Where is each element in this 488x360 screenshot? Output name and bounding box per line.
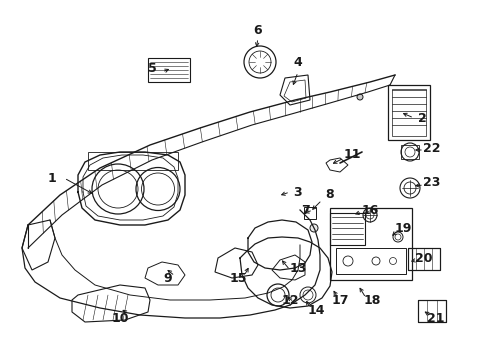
Text: 7: 7 [300,203,309,216]
Text: 6: 6 [253,23,262,36]
Text: 10: 10 [111,311,128,324]
Bar [407,248,439,270]
Bar [391,89,425,136]
Text: 23: 23 [423,176,440,189]
Text: 20: 20 [414,252,432,265]
Text: 3: 3 [293,185,302,198]
Text: 12: 12 [281,293,298,306]
Text: 14: 14 [306,303,324,316]
Text: 9: 9 [163,271,172,284]
Text: 17: 17 [330,293,348,306]
Text: 22: 22 [423,141,440,154]
Bar [387,85,429,140]
Bar [417,300,445,322]
Text: 1: 1 [47,171,56,184]
Text: 8: 8 [325,189,334,202]
Text: 5: 5 [147,62,156,75]
Bar [88,152,178,170]
Text: 4: 4 [293,57,302,69]
Text: 15: 15 [229,271,246,284]
Bar [329,213,364,245]
Ellipse shape [356,94,362,100]
Text: 2: 2 [417,112,426,125]
Text: 19: 19 [393,221,411,234]
Bar [400,145,418,159]
Bar [304,207,315,219]
Text: 11: 11 [343,148,360,162]
Bar [407,248,439,270]
Text: 13: 13 [289,261,306,274]
Text: 16: 16 [361,203,378,216]
Bar [335,248,405,274]
Text: 18: 18 [363,293,380,306]
Text: 21: 21 [427,311,444,324]
Ellipse shape [309,224,317,232]
Bar [148,58,190,82]
Bar [417,300,445,322]
Bar [329,208,411,280]
